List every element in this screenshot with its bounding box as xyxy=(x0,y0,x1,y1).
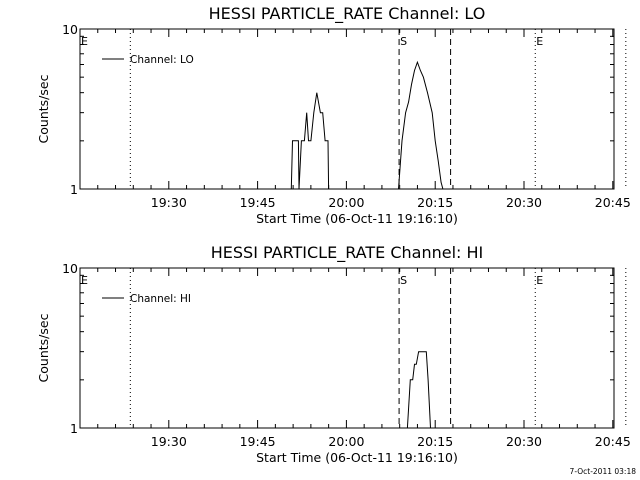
plot-frame-lo xyxy=(79,28,615,190)
x-tick-label: 20:15 xyxy=(417,434,453,449)
x-tick-label: 19:45 xyxy=(240,195,276,210)
y-axis-label-lo: Counts/sec xyxy=(36,74,51,143)
x-tick-label: 20:15 xyxy=(417,195,453,210)
marker-label: S xyxy=(400,35,407,48)
y-tick-label: 10 xyxy=(62,261,78,276)
panel-hi: HESSI PARTICLE_RATE Channel: HI 10 1 19:30 1… xyxy=(36,243,631,465)
panel-lo: HESSI PARTICLE_RATE Channel: LO 10 1 19:30 1… xyxy=(36,4,631,226)
plot-frame-hi xyxy=(79,267,615,429)
x-tick-label: 20:30 xyxy=(506,195,542,210)
series-line-hi xyxy=(406,351,431,429)
x-tick-label: 20:30 xyxy=(506,434,542,449)
x-tick-label: 20:00 xyxy=(328,434,364,449)
marker-label: E xyxy=(536,35,543,48)
marker-label: S xyxy=(400,274,407,287)
marker-label: E xyxy=(536,274,543,287)
footer-timestamp: 7-Oct-2011 03:18 xyxy=(570,467,637,476)
x-tick-label: 20:00 xyxy=(328,195,364,210)
x-axis-label-lo: Start Time (06-Oct-11 19:16:10) xyxy=(256,211,458,226)
marker-label: E xyxy=(81,274,88,287)
chart-title-lo: HESSI PARTICLE_RATE Channel: LO xyxy=(209,4,486,24)
y-tick-label: 10 xyxy=(62,22,78,37)
x-tick-label: 19:30 xyxy=(151,434,187,449)
x-tick-label: 19:45 xyxy=(240,434,276,449)
legend-label-lo: Channel: LO xyxy=(130,54,194,66)
y-tick-label: 1 xyxy=(70,182,78,197)
x-tick-label: 20:45 xyxy=(595,434,631,449)
series-line-lo xyxy=(290,60,444,190)
x-tick-label: 19:30 xyxy=(151,195,187,210)
x-axis-label-hi: Start Time (06-Oct-11 19:16:10) xyxy=(256,450,458,465)
y-tick-label: 1 xyxy=(70,421,78,436)
y-axis-label-hi: Counts/sec xyxy=(36,313,51,382)
legend-label-hi: Channel: HI xyxy=(130,293,191,305)
marker-label: E xyxy=(81,35,88,48)
x-tick-label: 20:45 xyxy=(595,195,631,210)
chart-title-hi: HESSI PARTICLE_RATE Channel: HI xyxy=(211,243,484,263)
